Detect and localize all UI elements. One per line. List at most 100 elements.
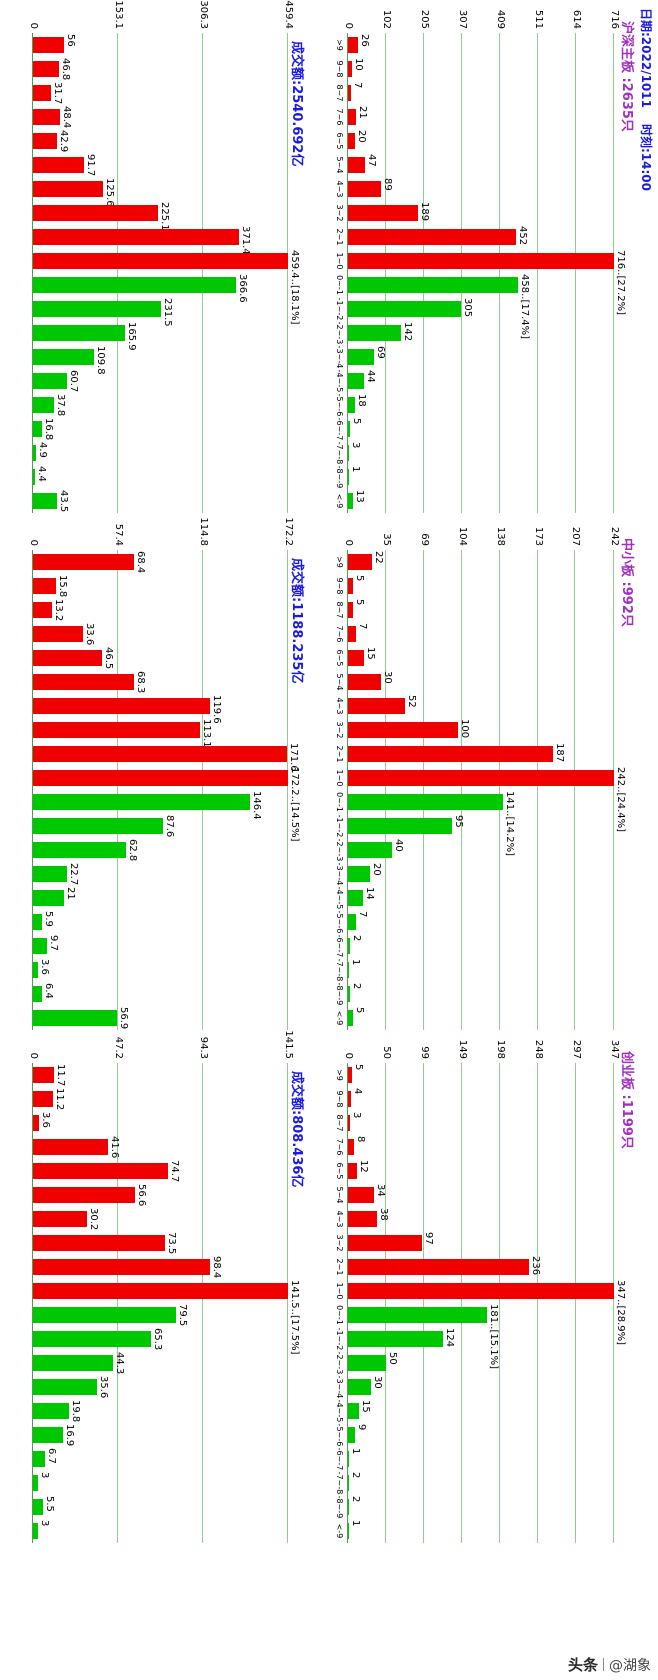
bar-up <box>348 229 516 245</box>
bar-value-label: 6.7 <box>46 1448 58 1464</box>
bar-up <box>348 1115 351 1131</box>
bar-up <box>33 722 201 738</box>
bar-value-label: 5 <box>352 1064 364 1071</box>
bar-down <box>348 986 351 1002</box>
watermark-brand: 头条 <box>567 1656 598 1674</box>
bar-value-label: 15 <box>365 647 377 660</box>
bar-value-label: 12 <box>358 1160 370 1173</box>
bar-value-label: 15.8 <box>57 575 69 598</box>
bar-down <box>33 938 48 954</box>
bar-value-label: 21 <box>65 887 77 900</box>
bar-value-label: 65.3 <box>151 1328 163 1351</box>
bar-value-label: 242..[24.4%] <box>615 767 626 833</box>
tick-label: 306.3 <box>198 0 209 29</box>
bar-value-label: 5 <box>354 599 366 606</box>
category-label: <-9 <box>335 1523 344 1539</box>
bar-value-label: 1 <box>350 1520 362 1527</box>
bar-down <box>348 349 374 365</box>
tick-label: 153.1 <box>113 0 124 29</box>
bar-value-label: 305 <box>462 298 474 318</box>
bar-value-label: 187 <box>554 743 566 763</box>
bar-down <box>33 445 36 461</box>
bar-down <box>348 962 350 978</box>
bar-value-label: 21 <box>356 106 368 119</box>
turnover-title: 成交额:808.436亿 <box>289 1071 304 1188</box>
axis-baseline <box>347 550 348 1030</box>
bar-value-label: 5 <box>354 1007 366 1014</box>
bar-value-label: 18 <box>355 394 367 407</box>
bar-value-label: 7 <box>356 623 368 630</box>
bar-value-label: 142 <box>401 322 413 342</box>
bar-down <box>33 866 67 882</box>
bar-down <box>33 1379 98 1395</box>
bar-value-label: 4.9 <box>36 442 48 458</box>
bar-up <box>348 1139 355 1155</box>
bar-up <box>33 602 53 618</box>
bar-value-label: 9 <box>355 1424 367 1431</box>
bar-up <box>348 205 419 221</box>
turnover-title: 成交额:1188.235亿 <box>289 558 304 684</box>
bar-value-label: 30.2 <box>88 1208 100 1231</box>
bar-value-label: 141..[14.2%] <box>504 791 515 857</box>
bar-value-label: 1 <box>350 466 362 473</box>
bar-value-label: 3.6 <box>40 1112 52 1128</box>
tick-label: 198 <box>494 1039 506 1059</box>
bar-value-label: 48.4 <box>60 106 72 129</box>
bar-up <box>348 157 366 173</box>
bar-value-label: 60.7 <box>67 370 79 393</box>
bar-down <box>348 1451 350 1467</box>
bar-down <box>348 1523 350 1539</box>
bar-down <box>348 938 351 954</box>
bar-down <box>348 1403 360 1419</box>
bar-down <box>33 890 65 906</box>
bar-up <box>33 578 57 594</box>
bar-up <box>33 85 51 101</box>
bar-up <box>348 1235 423 1251</box>
bar-up <box>348 626 356 642</box>
bar-down <box>33 1010 118 1026</box>
bar-value-label: 124 <box>444 1328 456 1348</box>
bar-value-label: 5.9 <box>42 911 54 927</box>
bar-value-label: 69 <box>374 346 386 359</box>
grid-line <box>287 550 288 1030</box>
bar-value-label: 73.5 <box>166 1232 178 1255</box>
bar-value-label: 5 <box>354 575 366 582</box>
bar-value-label: 30 <box>382 671 393 684</box>
bar-value-label: 119.6 <box>211 695 223 724</box>
bar-up <box>33 109 60 125</box>
bar-value-label: 172.2..[14.5%] <box>289 767 300 842</box>
bar-value-label: 5 <box>350 418 362 425</box>
bar-value-label: 41.6 <box>109 1136 120 1159</box>
bar-value-label: 14 <box>364 887 376 900</box>
bar-value-label: 91.7 <box>84 154 96 177</box>
bar-value-label: 716..[27.2%] <box>615 250 626 316</box>
bar-value-label: 2 <box>351 935 363 942</box>
axis-baseline <box>347 33 348 513</box>
tick-label: 99 <box>418 1046 430 1059</box>
bar-value-label: 42.9 <box>57 130 69 153</box>
bar-up <box>348 253 614 269</box>
bar-value-label: 347..[28.9%] <box>615 1280 626 1346</box>
bar-up <box>348 1163 358 1179</box>
bar-value-label: 3.6 <box>39 959 51 975</box>
bar-up <box>33 1163 168 1179</box>
bar-up <box>33 157 84 173</box>
tick-label: 47.2 <box>113 1036 125 1059</box>
bar-down <box>348 373 365 389</box>
tick-label: 50 <box>381 1046 393 1059</box>
bar-up <box>33 674 135 690</box>
bar-up <box>348 746 554 762</box>
grid-line <box>422 550 424 1030</box>
bar-value-label: 458..[17.4%] <box>519 274 531 340</box>
bar-down <box>33 349 94 365</box>
bar-value-label: 3 <box>39 1472 51 1479</box>
bar-value-label: 141.5..[17.5%] <box>289 1280 300 1355</box>
bar-up <box>348 578 354 594</box>
bar-up <box>348 181 382 197</box>
bar-up <box>348 1211 378 1227</box>
bar-down <box>348 914 356 930</box>
bar-up <box>348 770 614 786</box>
bar-value-label: 3 <box>351 1112 363 1119</box>
